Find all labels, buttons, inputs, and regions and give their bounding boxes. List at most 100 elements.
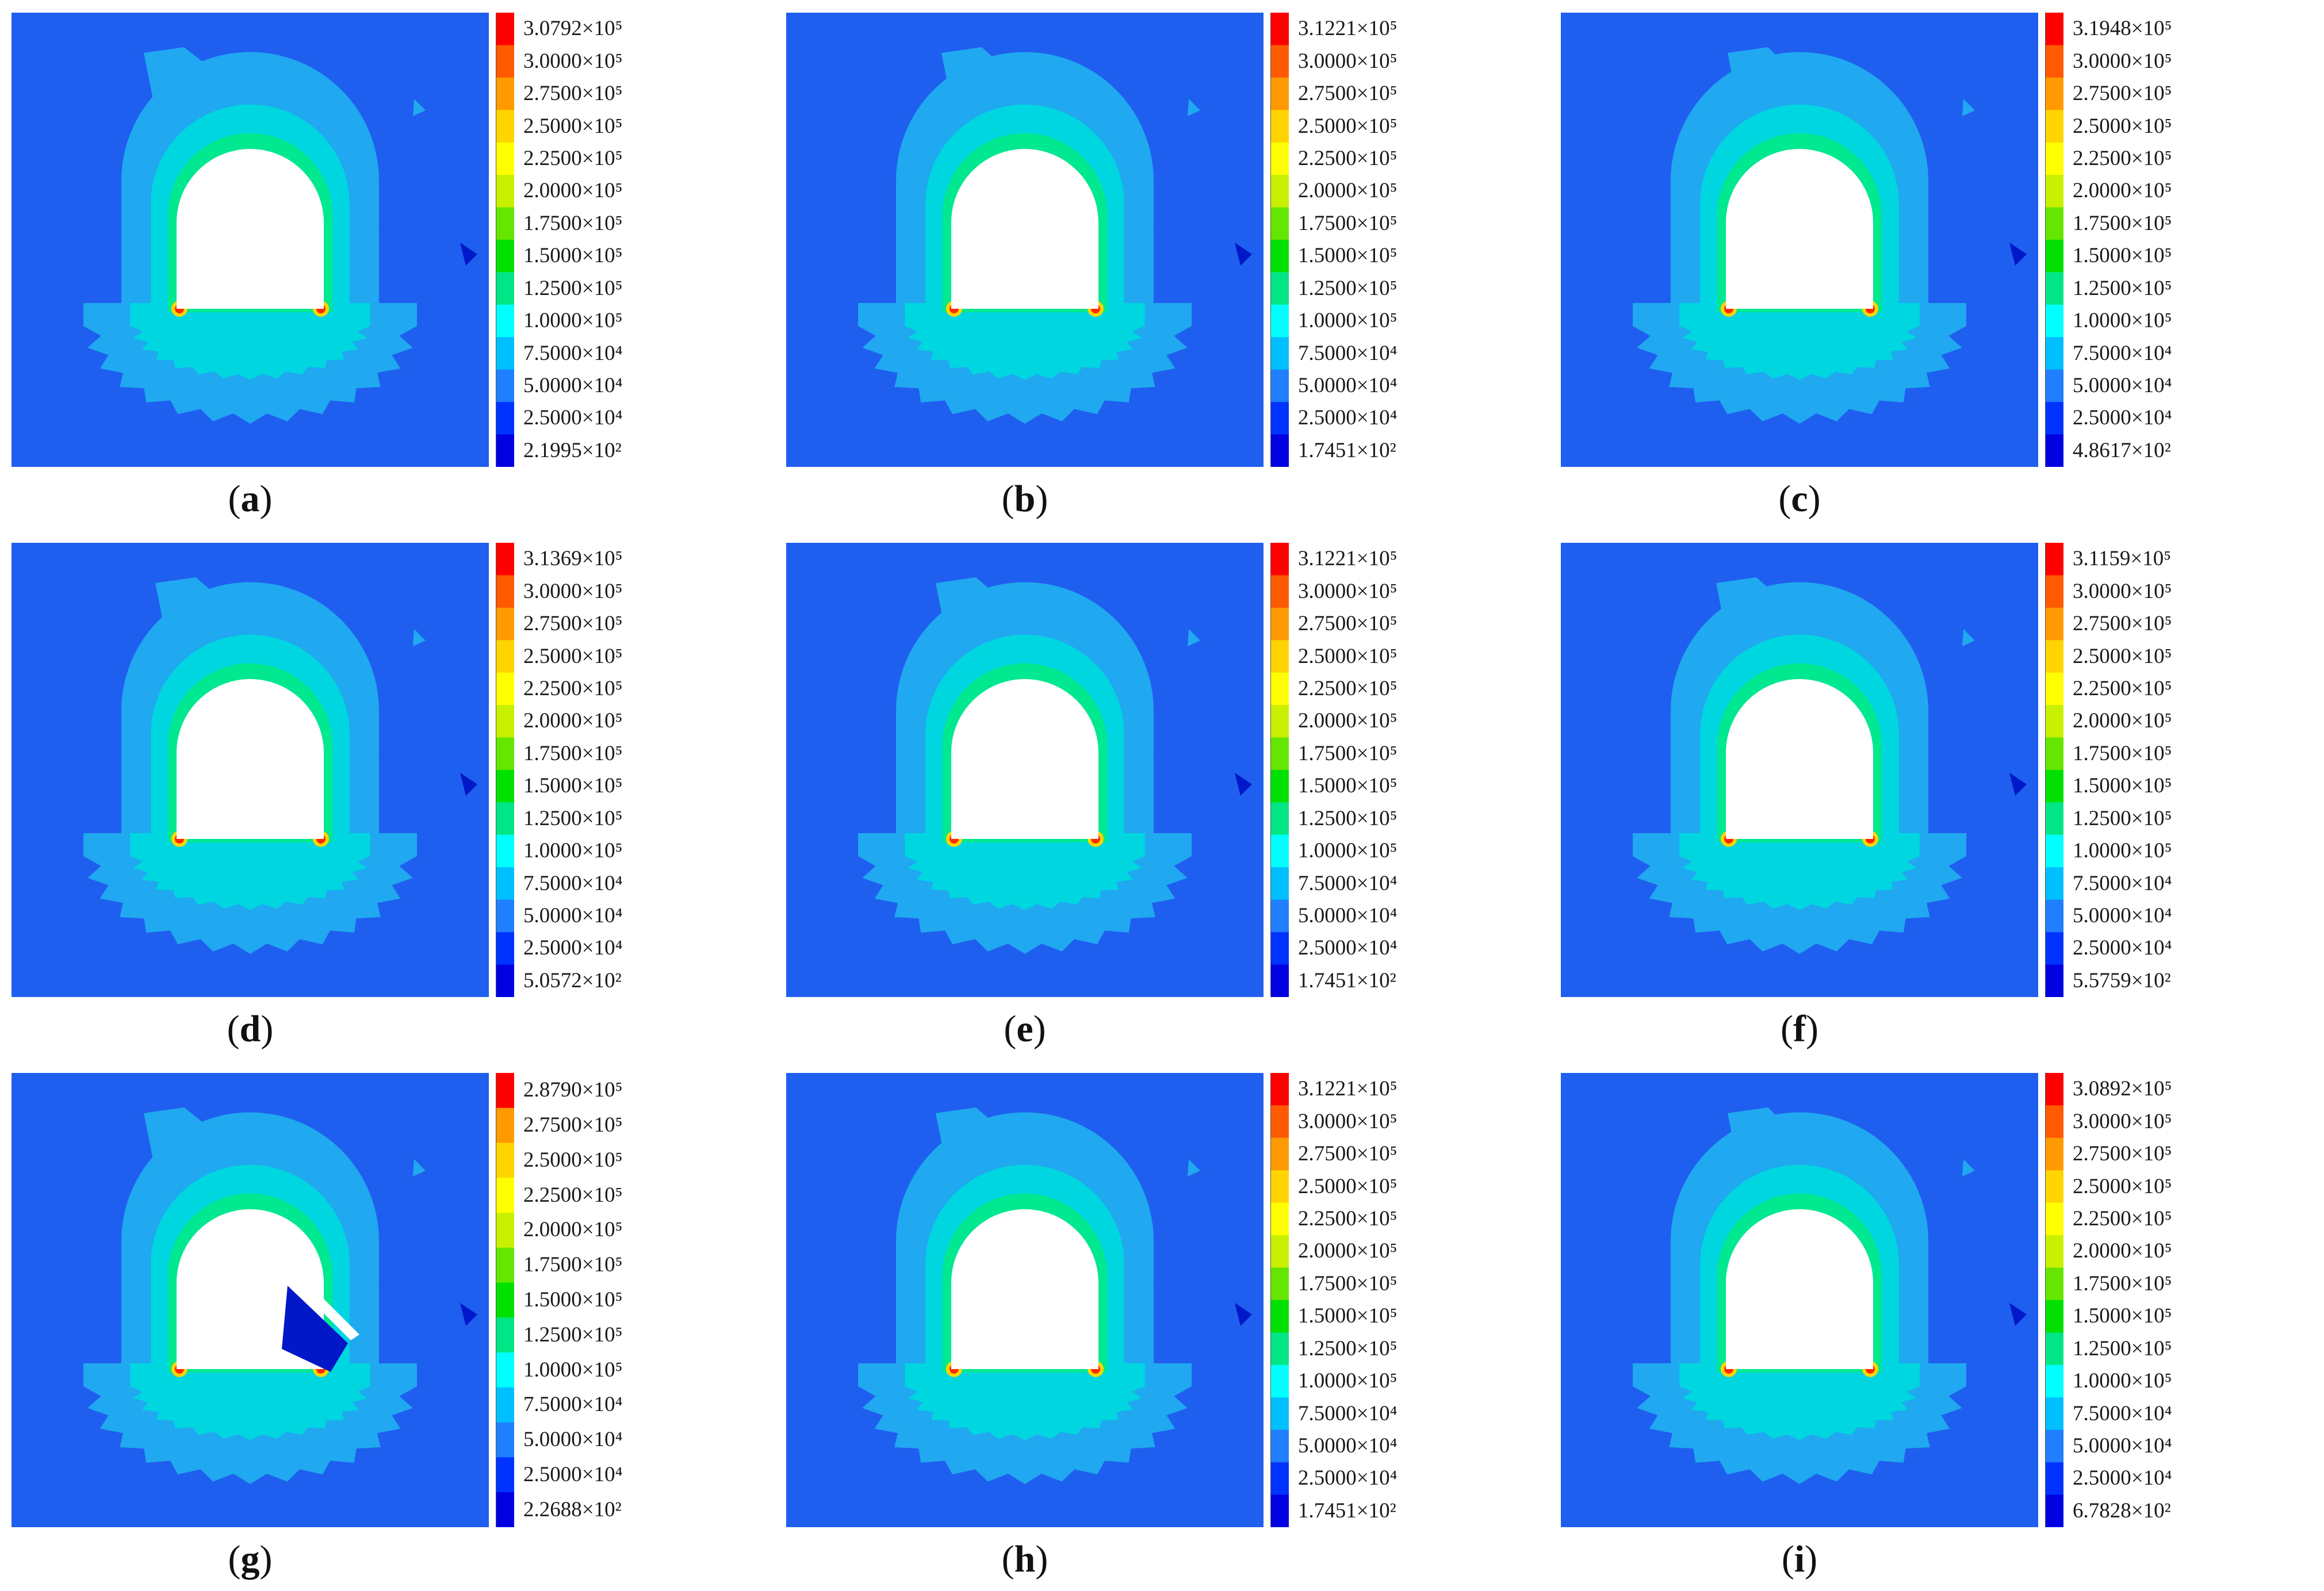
color-bar-segment [2045, 1202, 2063, 1236]
legend-ticks: 3.0792×10⁵ 3.0000×10⁵ 2.7500×10⁵ 2.5000×10⁵… [523, 13, 771, 467]
color-bar-segment [2045, 13, 2063, 45]
legend-tick-label: 3.0000×10⁵ [2073, 579, 2172, 603]
legend-tick-label: 3.0000×10⁵ [2073, 49, 2172, 73]
legend-tick-label: 3.1221×10⁵ [1298, 547, 1398, 571]
color-bar-segment [496, 932, 514, 965]
legend-tick-label: 2.5000×10⁵ [2073, 114, 2172, 138]
legend-tick-label: 2.5000×10⁴ [2073, 406, 2172, 430]
contour-plot [786, 543, 1264, 997]
legend-ticks: 3.1159×10⁵ 3.0000×10⁵ 2.7500×10⁵ 2.5000×10⁵… [2073, 543, 2320, 997]
legend-tick-label: 1.7500×10⁵ [2073, 1271, 2172, 1295]
floor-inner-zone [905, 303, 1145, 380]
color-bar-segment [496, 337, 514, 370]
legend-tick-label: 2.5000×10⁴ [1298, 406, 1398, 430]
legend-tick-label: 1.2500×10⁵ [523, 1322, 623, 1347]
legend-tick-label: 1.2500×10⁵ [523, 276, 623, 300]
color-bar-segment [2045, 1429, 2063, 1463]
color-bar [496, 543, 514, 997]
color-bar-segment [1270, 802, 1289, 835]
scattered-element [460, 773, 477, 796]
legend-tick-label: 1.7500×10⁵ [523, 741, 623, 765]
scattered-element [1235, 1303, 1252, 1326]
contour-plot-canvas [786, 13, 1264, 467]
legend-tick-label: 1.2500×10⁵ [1298, 276, 1398, 300]
legend-tick-label: 5.0000×10⁴ [523, 1428, 623, 1452]
color-bar-segment [2045, 932, 2063, 965]
color-bar-segment [1270, 1235, 1289, 1268]
legend-tick-label: 3.1948×10⁵ [2073, 17, 2172, 41]
panel-caption: (f) [1781, 1008, 1818, 1050]
color-bar-segment [1270, 770, 1289, 803]
contour-plot [786, 13, 1264, 467]
panel-i: 3.0892×10⁵ 3.0000×10⁵ 2.7500×10⁵ 2.5000×10⁵… [1549, 1060, 2324, 1590]
legend-tick-label: 1.5000×10⁵ [2073, 244, 2172, 268]
legend-tick-label: 2.5000×10⁴ [523, 1462, 623, 1486]
panel-caption-letter: g [240, 1538, 260, 1580]
legend-tick-label: 1.7500×10⁵ [1298, 1271, 1398, 1295]
legend-tick-label: 7.5000×10⁴ [2073, 1401, 2172, 1425]
scattered-element [2009, 243, 2027, 266]
color-bar-segment [1270, 1170, 1289, 1203]
color-bar-segment [1270, 207, 1289, 240]
legend-tick-label: 1.7500×10⁵ [1298, 211, 1398, 235]
color-bar-segment [496, 899, 514, 933]
color-bar-segment [1270, 867, 1289, 900]
floor-inner-zone [130, 833, 370, 910]
legend-tick-label: 4.8617×10² [2073, 438, 2171, 462]
legend-tick-label: 2.5000×10⁵ [523, 644, 623, 668]
panel-caption-letter: h [1014, 1538, 1036, 1580]
color-bar-segment [1270, 1462, 1289, 1496]
panel-caption: (e) [1004, 1008, 1046, 1050]
color-bar-segment [496, 1178, 514, 1213]
legend-tick-label: 2.0000×10⁵ [1298, 709, 1398, 733]
legend-tick-label: 2.0000×10⁵ [1298, 179, 1398, 203]
color-bar-segment [496, 834, 514, 868]
contour-plot [786, 1073, 1264, 1527]
legend-tick-label: 2.2500×10⁵ [523, 1183, 623, 1207]
legend-tick-label: 2.5000×10⁴ [523, 406, 623, 430]
color-bar-segment [2045, 1332, 2063, 1366]
color-bar-segment [1270, 77, 1289, 110]
color-bar-segment [1270, 899, 1289, 933]
color-legend: 3.1221×10⁵ 3.0000×10⁵ 2.7500×10⁵ 2.5000×10⁵… [1270, 1073, 1546, 1527]
color-bar-segment [1270, 1494, 1289, 1527]
legend-tick-label: 2.2500×10⁵ [523, 146, 623, 170]
scattered-element [1962, 99, 1975, 116]
scattered-element [460, 243, 477, 266]
color-bar-segment [2045, 1235, 2063, 1268]
legend-tick-label: 2.7500×10⁵ [2073, 82, 2172, 106]
legend-tick-label: 1.0000×10⁵ [2073, 1369, 2172, 1393]
color-bar-segment [2045, 207, 2063, 240]
scattered-element [1188, 99, 1200, 116]
legend-tick-label: 2.5000×10⁴ [2073, 936, 2172, 960]
legend-ticks: 2.8790×10⁵ 2.7500×10⁵ 2.5000×10⁵ 2.2500×10⁵… [523, 1073, 771, 1527]
legend-tick-label: 2.2500×10⁵ [1298, 676, 1398, 700]
legend-tick-label: 1.7500×10⁵ [2073, 741, 2172, 765]
legend-tick-label: 7.5000×10⁴ [523, 341, 623, 365]
tunnel-opening [177, 679, 324, 839]
color-bar-segment [1270, 434, 1289, 467]
legend-tick-label: 2.0000×10⁵ [2073, 179, 2172, 203]
tunnel-opening [1726, 679, 1873, 839]
color-bar-segment [496, 1352, 514, 1388]
color-legend: 3.0892×10⁵ 3.0000×10⁵ 2.7500×10⁵ 2.5000×10⁵… [2045, 1073, 2321, 1527]
legend-tick-label: 2.0000×10⁵ [523, 1218, 623, 1242]
color-bar-segment [496, 434, 514, 467]
legend-tick-label: 2.5000×10⁵ [523, 1148, 623, 1172]
color-bar-segment [1270, 240, 1289, 273]
color-bar-segment [2045, 964, 2063, 997]
legend-tick-label: 3.1159×10⁵ [2073, 547, 2172, 571]
detached-block [296, 1274, 359, 1340]
legend-tick-label: 3.0000×10⁵ [2073, 1109, 2172, 1133]
legend-tick-label: 3.0000×10⁵ [523, 49, 623, 73]
legend-tick-label: 7.5000×10⁴ [523, 871, 623, 895]
legend-ticks: 3.0892×10⁵ 3.0000×10⁵ 2.7500×10⁵ 2.5000×10⁵… [2073, 1073, 2320, 1527]
tunnel-opening [1726, 1209, 1873, 1369]
legend-tick-label: 2.5000×10⁴ [1298, 1466, 1398, 1490]
color-bar [1270, 13, 1289, 467]
legend-tick-label: 7.5000×10⁴ [1298, 341, 1398, 365]
panel-caption: (g) [228, 1538, 273, 1580]
scattered-element [1235, 243, 1252, 266]
color-bar-segment [1270, 607, 1289, 641]
legend-tick-label: 1.7500×10⁵ [523, 1253, 623, 1277]
